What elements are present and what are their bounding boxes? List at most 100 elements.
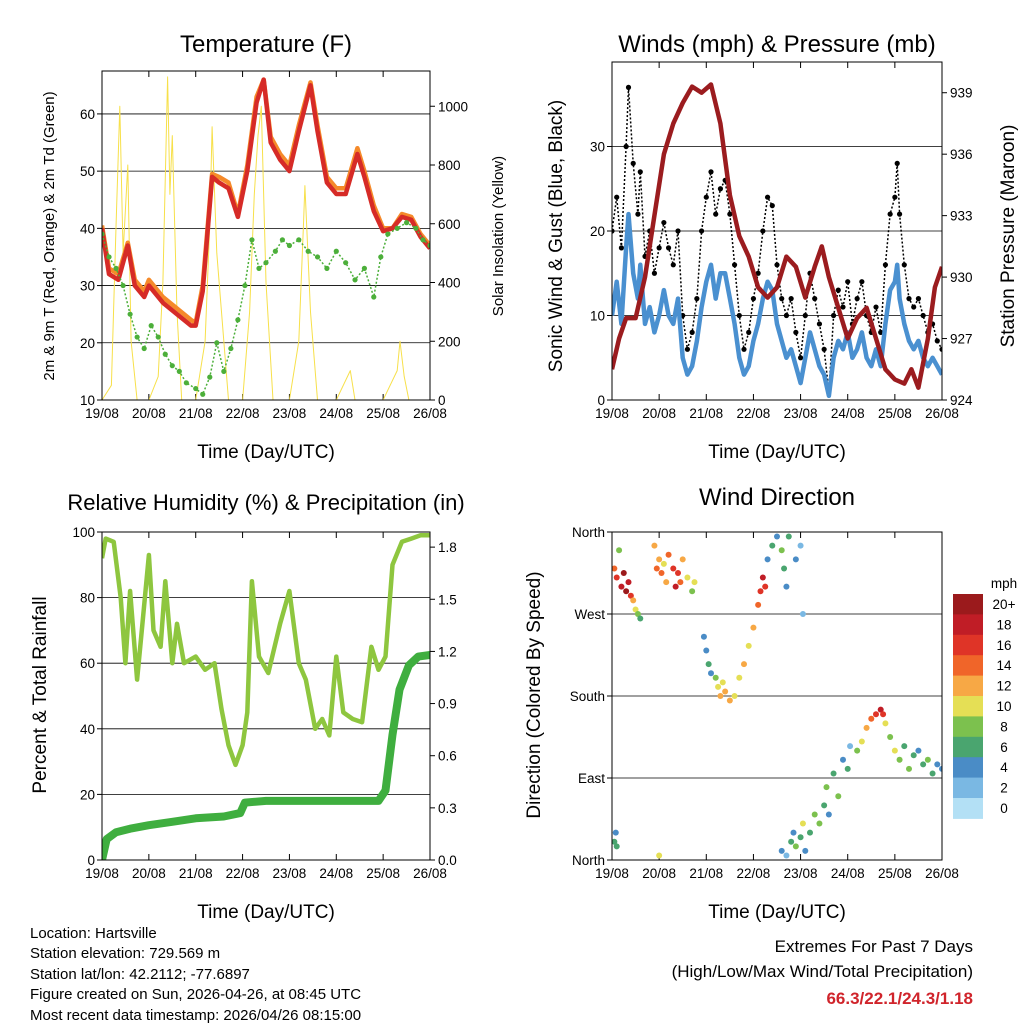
gust-point: [882, 262, 889, 268]
y-tick-label: 40: [80, 221, 95, 236]
wind-direction-point: [764, 556, 771, 563]
wind-direction-point: [915, 747, 922, 754]
x-tick-label: 19/08: [595, 866, 629, 881]
x-tick-label: 21/08: [689, 866, 723, 881]
direction-ylabel: Direction (Colored By Speed): [524, 571, 545, 818]
extremes-heading: Extremes For Past 7 Days: [775, 937, 973, 956]
wind-direction-point: [651, 542, 658, 549]
wind-direction-point: [627, 592, 634, 599]
gust-point: [741, 346, 747, 352]
solar-insolation-line: [102, 76, 410, 400]
y-right-tick-label: 924: [950, 393, 973, 408]
humidity-xlabel: Time (Day/UTC): [197, 902, 335, 923]
y-tick-label: 0: [87, 853, 95, 868]
wind-direction-point: [887, 734, 894, 740]
x-tick-label: 24/08: [319, 406, 353, 421]
y-tick-label: 20: [80, 787, 95, 802]
wind-direction-point: [620, 570, 627, 576]
gust-point: [774, 262, 780, 268]
x-tick-label: 21/08: [179, 866, 213, 881]
colorbar-swatch: [953, 757, 983, 779]
wind-direction-point: [802, 847, 809, 854]
winds-ylabel: Sonic Wind & Gust (Blue, Black): [546, 100, 567, 372]
gust-point: [783, 312, 790, 319]
wind-direction-point: [792, 843, 799, 850]
colorbar-label: 2: [1000, 781, 1008, 796]
plot-frame: [101, 531, 431, 861]
wind-direction-point: [778, 547, 785, 554]
wind-direction-point: [799, 611, 806, 617]
footer-latlon: Station lat/lon: 42.2112; -77.6897: [30, 966, 250, 983]
colorbar-label: 8: [1000, 719, 1008, 734]
gust-point: [920, 312, 926, 319]
colorbar-label: 20+: [993, 597, 1016, 612]
2m-t-line: [102, 77, 430, 328]
2m-td-point: [235, 317, 241, 323]
wind-direction-point: [799, 820, 806, 827]
solar-ylabel: Solar Insolation (Yellow): [490, 156, 507, 316]
colorbar-title: mph: [991, 576, 1017, 591]
gust-point: [892, 194, 898, 200]
wind-direction-point: [835, 793, 842, 800]
plot-area: [612, 82, 942, 399]
gust-point: [630, 160, 636, 166]
colorbar-swatch: [953, 675, 983, 697]
wind-direction-point: [691, 579, 698, 586]
wind-direction-xlabel: Time (Day/UTC): [708, 902, 846, 923]
wind-direction-point: [858, 738, 865, 745]
wind-direction-point: [625, 579, 632, 586]
x-tick-label: 23/08: [784, 406, 818, 421]
wind-direction-point: [868, 715, 875, 722]
x-tick-label: 26/08: [925, 406, 959, 421]
x-tick-label: 26/08: [925, 866, 959, 881]
wind-direction-point: [840, 756, 846, 763]
wind-direction-point: [689, 588, 696, 595]
wind-direction-point: [703, 647, 710, 654]
wind-direction-point: [719, 679, 726, 686]
temperature-ylabel: 2m & 9m T (Red, Orange) & 2m Td (Green): [41, 91, 58, 380]
x-tick-label: 23/08: [784, 866, 818, 881]
y-tick-label: 50: [80, 164, 95, 179]
y-right-tick-label: 600: [438, 217, 461, 232]
footer-recent: Most recent data timestamp: 2026/04/26 0…: [30, 1007, 361, 1024]
wind-direction-point: [656, 556, 663, 563]
x-tick-label: 19/08: [595, 406, 629, 421]
y-right-tick-label: 0.0: [438, 853, 457, 868]
wind-direction-point: [939, 765, 942, 772]
gust-point: [878, 329, 884, 335]
x-tick-label: 20/08: [642, 406, 676, 421]
humidity-ylabel: Percent & Total Rainfall: [30, 596, 51, 793]
x-tick-label: 23/08: [273, 866, 307, 881]
wind-direction-point: [788, 838, 795, 845]
y-right-tick-label: 1000: [438, 99, 468, 114]
wind-direction-point: [781, 565, 788, 572]
wind-direction-point: [910, 752, 917, 759]
colorbar-label: 18: [996, 617, 1011, 632]
wind-direction-point: [736, 674, 743, 681]
wind-direction-point: [830, 770, 837, 777]
wind-direction-point: [665, 551, 672, 558]
wind-direction-point: [623, 588, 630, 595]
colorbar-swatch: [953, 716, 983, 738]
wind-direction-point: [797, 542, 804, 549]
x-tick-label: 20/08: [132, 866, 166, 881]
colorbar-label: 6: [1000, 740, 1008, 755]
x-tick-label: 19/08: [85, 406, 119, 421]
gust-point: [637, 169, 643, 175]
colorbar-swatch: [953, 614, 983, 636]
gust-line: [612, 87, 942, 392]
y-tick-label: 0: [597, 393, 605, 408]
colorbar-swatch: [953, 655, 983, 677]
x-tick-label: 23/08: [273, 406, 307, 421]
wind-direction-point: [705, 661, 712, 668]
y-right-tick-label: 1.8: [438, 540, 457, 555]
wind-direction-point: [684, 574, 691, 581]
humidity-title: Relative Humidity (%) & Precipitation (i…: [67, 490, 464, 515]
colorbar-swatch: [953, 736, 983, 758]
wind-direction-point: [660, 560, 667, 567]
colorbar-swatch: [953, 696, 983, 717]
y-right-tick-label: 0.9: [438, 697, 457, 712]
colorbar-label: 12: [996, 679, 1011, 694]
wind-direction-point: [634, 611, 641, 617]
